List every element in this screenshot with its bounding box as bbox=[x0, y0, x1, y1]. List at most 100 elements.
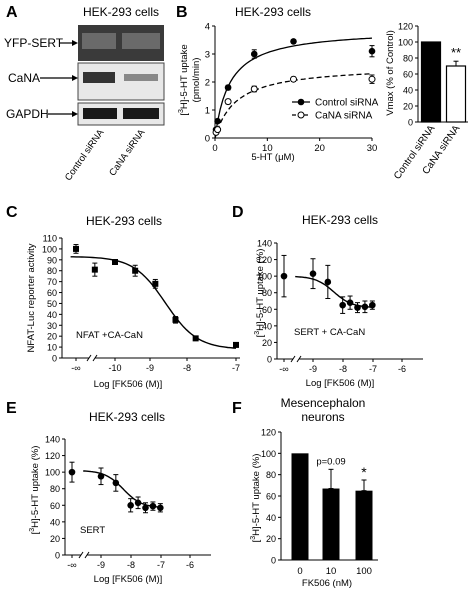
y-tick-label: 100 bbox=[257, 272, 272, 282]
bar bbox=[291, 453, 309, 560]
panel-label-f: F bbox=[232, 400, 242, 417]
chart-d-annotation: SERT + CA-CaN bbox=[294, 327, 365, 338]
blot-cana-band-control bbox=[83, 72, 115, 83]
y-tick-label: 50 bbox=[47, 299, 57, 309]
data-point bbox=[346, 299, 354, 306]
y-tick-label: 0 bbox=[205, 134, 210, 145]
panel-b-title: HEK-293 cells bbox=[235, 5, 311, 19]
data-point bbox=[132, 267, 139, 274]
data-point bbox=[309, 270, 317, 277]
y-tick-label: 80 bbox=[47, 266, 57, 276]
y-tick-label: 3 bbox=[205, 50, 210, 61]
data-point bbox=[339, 301, 346, 309]
y-tick-label: 10 bbox=[47, 343, 57, 353]
y-tick-label: 140 bbox=[45, 435, 60, 445]
y-tick-label: 40 bbox=[50, 517, 60, 527]
data-point bbox=[224, 84, 232, 91]
chart-d: 0 20 40 60 80 100 120 140 -∞ -9 -8 -7 -6 bbox=[257, 239, 423, 374]
x-tick-label: -6 bbox=[186, 560, 194, 570]
y-tick-label: 0 bbox=[271, 556, 276, 566]
y-tick-label: 120 bbox=[257, 255, 272, 265]
x-tick-label: 10 bbox=[326, 566, 337, 577]
fit-curve bbox=[295, 275, 373, 308]
x-tick-label: -9 bbox=[97, 560, 105, 570]
panel-label-e: E bbox=[6, 400, 17, 417]
x-tick-label: -9 bbox=[309, 364, 317, 374]
y-tick-label: 80 bbox=[266, 470, 276, 480]
data-point bbox=[97, 472, 105, 480]
blot-gapdh-band-sirna bbox=[123, 108, 159, 119]
panel-a: A HEK-293 cells YFP-SERT CaNA GAPDH Cont… bbox=[4, 4, 165, 183]
bar bbox=[445, 65, 467, 123]
axis-break bbox=[78, 551, 84, 559]
x-tick-label: -8 bbox=[339, 364, 347, 374]
arrow-icon bbox=[60, 40, 78, 46]
chart-f-xlabel: FK506 (nM) bbox=[302, 578, 352, 589]
y-tick-label: 70 bbox=[47, 277, 57, 287]
arrow-icon bbox=[48, 111, 78, 117]
chart-b-ylabel-unit: (pmol/min) bbox=[191, 58, 202, 103]
y-tick-label: 110 bbox=[43, 234, 57, 244]
data-point bbox=[368, 75, 376, 83]
data-point bbox=[214, 126, 222, 134]
arrow-icon bbox=[40, 75, 78, 81]
fit-curve bbox=[214, 37, 373, 139]
y-tick-label: 30 bbox=[47, 321, 57, 331]
y-tick-label: 100 bbox=[45, 468, 60, 478]
data-point bbox=[112, 259, 118, 265]
x-tick-label: 10 bbox=[262, 143, 273, 154]
data-point bbox=[134, 499, 142, 507]
x-tick-label: -10 bbox=[108, 363, 121, 373]
blot-sert-band-control bbox=[82, 33, 116, 49]
axis-break bbox=[296, 355, 302, 363]
y-tick-label: 40 bbox=[266, 513, 276, 523]
y-tick-label: 0 bbox=[408, 118, 413, 128]
legend-label: CaNA siRNA bbox=[315, 111, 373, 122]
x-tick-label: -∞ bbox=[67, 560, 76, 570]
x-tick-label: -7 bbox=[369, 364, 377, 374]
data-point bbox=[157, 504, 164, 512]
y-tick-label: 20 bbox=[50, 534, 60, 544]
y-tick-label: 60 bbox=[403, 70, 413, 80]
chart-d-ylabel: [3H]-5-HT uptake (%) bbox=[254, 249, 266, 338]
legend-marker bbox=[297, 98, 305, 106]
y-tick-label: 40 bbox=[403, 86, 413, 96]
chart-b-ylabel: [3H]-5-HT uptake bbox=[178, 44, 190, 115]
data-point bbox=[290, 75, 297, 83]
panel-a-title: HEK-293 cells bbox=[83, 5, 159, 19]
chart-f-ylabel: [3H]-5-HT uptake (%) bbox=[250, 454, 262, 543]
data-point bbox=[192, 335, 199, 342]
y-tick-label: 2 bbox=[205, 78, 210, 89]
significance-marker: ** bbox=[451, 45, 461, 60]
fit-curve bbox=[83, 470, 161, 508]
y-tick-label: 100 bbox=[42, 244, 57, 254]
significance-marker: p=0.09 bbox=[316, 456, 345, 467]
chart-e-ylabel: [3H]-5-HT uptake (%) bbox=[29, 446, 41, 535]
blot-row-label: YFP-SERT bbox=[4, 36, 64, 50]
y-tick-label: 80 bbox=[403, 54, 413, 64]
axis-break bbox=[84, 551, 90, 559]
data-point bbox=[369, 301, 376, 309]
y-tick-label: 40 bbox=[262, 321, 272, 331]
y-tick-label: 60 bbox=[266, 492, 276, 502]
data-point bbox=[250, 50, 258, 58]
chart-d-xlabel: Log [FK506 (M)] bbox=[306, 378, 375, 389]
y-tick-label: 90 bbox=[47, 255, 57, 265]
x-tick-label: -8 bbox=[127, 560, 135, 570]
y-tick-label: 4 bbox=[205, 22, 210, 33]
x-tick-label: 0 bbox=[297, 566, 302, 577]
chart-c-xlabel: Log [FK506 (M)] bbox=[94, 379, 163, 390]
chart-f: 0 20 40 60 80 100 120 0 10 100 p=0.09 * bbox=[261, 428, 378, 577]
x-tick-label: -∞ bbox=[279, 364, 288, 374]
bar bbox=[355, 490, 373, 560]
x-tick-label: -6 bbox=[398, 364, 406, 374]
data-point bbox=[68, 468, 76, 476]
y-tick-label: 60 bbox=[50, 501, 60, 511]
data-point bbox=[152, 280, 159, 287]
significance-marker: * bbox=[361, 464, 367, 480]
blot-lane-label: Control siRNA bbox=[63, 127, 107, 183]
panel-e-title: HEK-293 cells bbox=[89, 410, 165, 424]
panel-label-d: D bbox=[232, 204, 244, 221]
